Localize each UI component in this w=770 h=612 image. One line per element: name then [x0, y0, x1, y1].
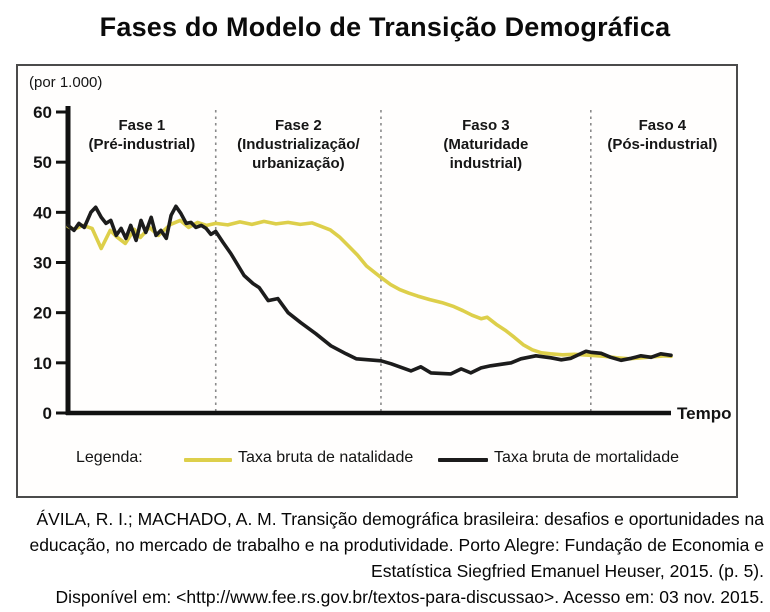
legend-label-mortalidade: Taxa bruta de mortalidade: [494, 449, 679, 466]
phase-label-2: Fase 2 (Industrialização/urbanização): [237, 117, 360, 172]
phase-label-1: Fase 1 (Pré-industrial): [89, 117, 196, 153]
birth-rate-swatch-icon: [184, 458, 232, 462]
legend-title: Legenda:: [76, 449, 143, 466]
citation-line-2: educação, no mercado de trabalho e na pr…: [29, 535, 764, 555]
page-title: Fases do Modelo de Transição Demográfica: [99, 12, 671, 42]
y-axis-tick-label-20: 20: [33, 304, 52, 323]
phase-label-4: Faso 4 (Pós-industrial): [607, 117, 717, 153]
birth-rate-line: [66, 218, 673, 361]
citation-line-1: ÁVILA, R. I.; MACHADO, A. M. Transição d…: [36, 509, 764, 529]
y-axis-tick-label-10: 10: [33, 354, 52, 373]
citation-line-3: Estatística Siegfried Emanuel Heuser, 20…: [371, 561, 764, 581]
demographic-transition-chart: Fase 1 (Pré-industrial) Fase 2 (Industriali…: [33, 103, 731, 423]
citation-line-4: Disponível em: <http://www.fee.rs.gov.br…: [55, 587, 764, 607]
y-axis-tick-label-30: 30: [33, 254, 52, 273]
y-axis-unit-label: (por 1.000): [29, 74, 103, 91]
y-axis-tick-label-40: 40: [33, 203, 52, 222]
x-axis-label-tempo: Tempo: [677, 404, 731, 423]
phase-label-3: Faso 3 (Maturidade industrial): [443, 117, 528, 172]
y-axis-tick-label-0: 0: [43, 404, 52, 423]
chart-panel: Fase 1 (Pré-industrial) Fase 2 (Industriali…: [16, 64, 738, 498]
citation: ÁVILA, R. I.; MACHADO, A. M. Transição d…: [0, 506, 764, 610]
y-axis-tick-label-50: 50: [33, 153, 52, 172]
death-rate-line: [66, 204, 673, 376]
legend-label-natalidade: Taxa bruta de natalidade: [238, 449, 414, 466]
y-axis-tick-label-60: 60: [33, 103, 52, 122]
legend: Legenda: Taxa bruta de natalidade Taxa b…: [18, 446, 736, 476]
death-rate-swatch-icon: [438, 458, 488, 462]
